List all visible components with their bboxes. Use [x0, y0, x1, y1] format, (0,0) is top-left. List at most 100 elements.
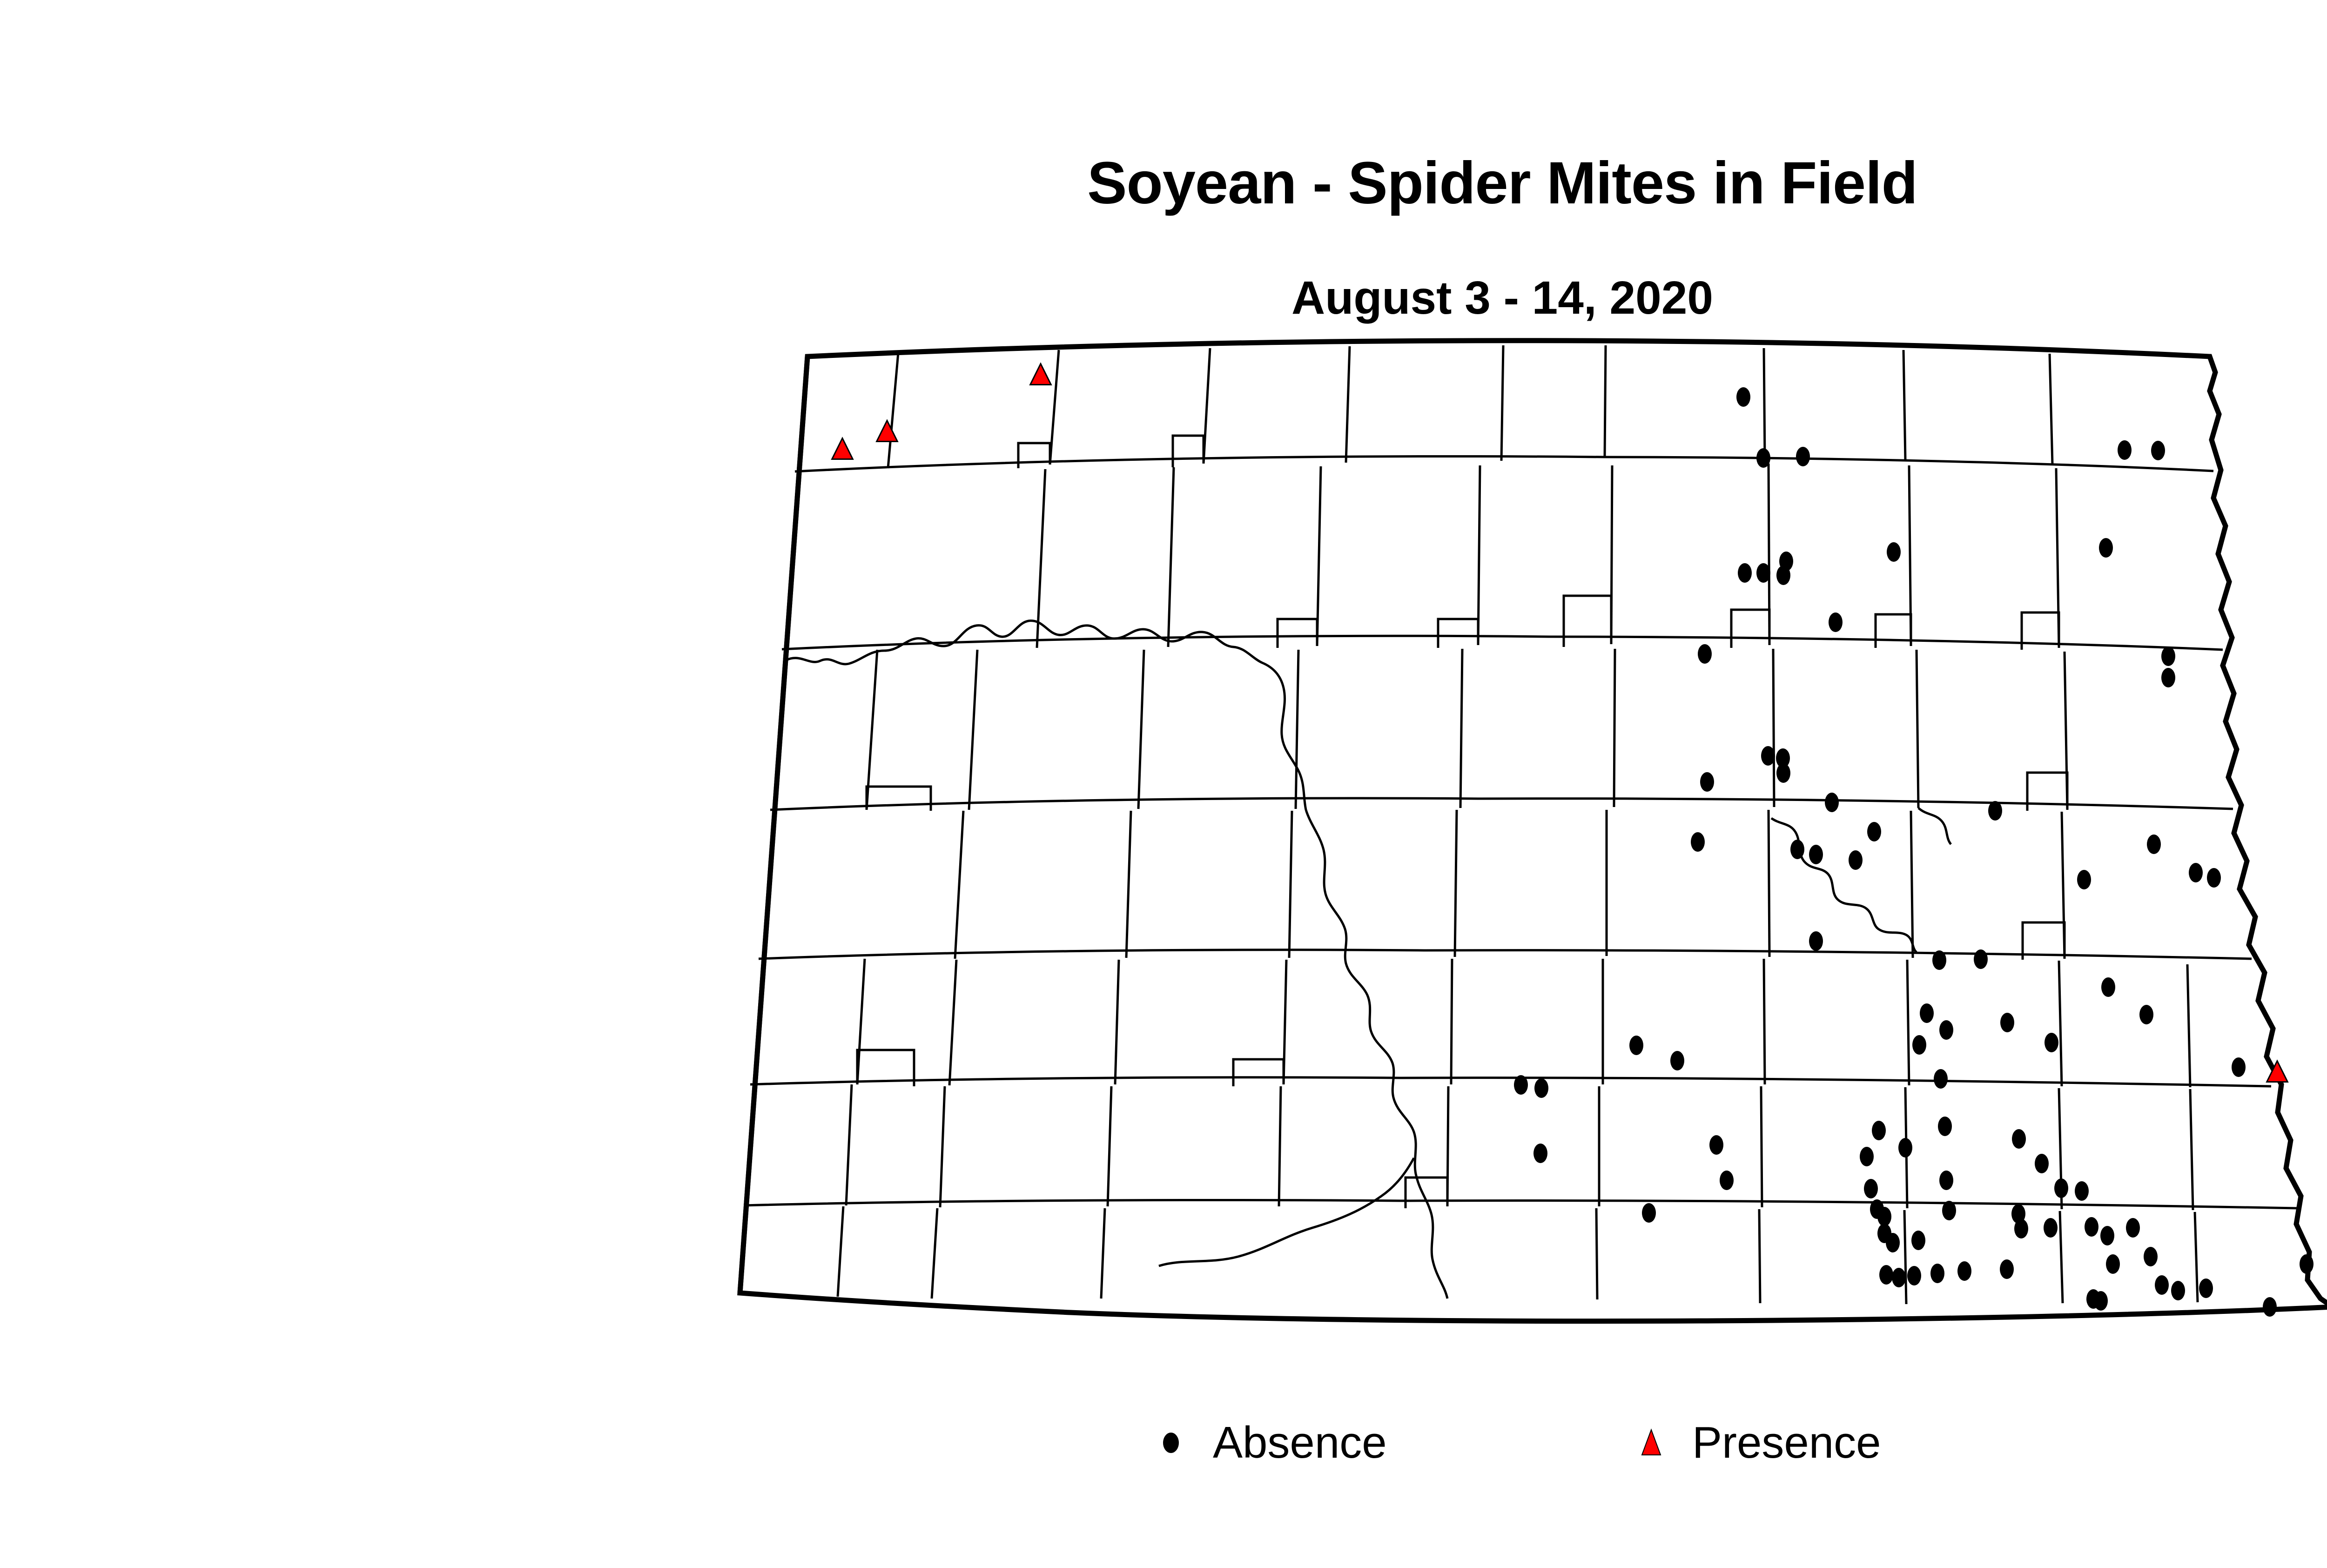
- v-col1-t3: [856, 958, 866, 1085]
- v-col4-t4: [1288, 810, 1293, 958]
- notch-c-4: [1730, 608, 1771, 648]
- absence-marker: [1864, 1179, 1878, 1198]
- v-col5-t1: [1500, 345, 1505, 461]
- absence-marker: [1887, 542, 1901, 562]
- absence-marker: [1825, 793, 1839, 812]
- absence-marker: [2077, 870, 2091, 889]
- legend-label-presence: Presence: [1692, 1418, 1881, 1467]
- absence-marker: [2199, 1279, 2213, 1298]
- legend-entry-absence[interactable]: Absence: [1159, 1410, 1387, 1475]
- absence-marker: [1860, 1147, 1874, 1166]
- v-col4-t1: [1345, 346, 1351, 463]
- missouri-river: [1305, 809, 1449, 1299]
- absence-marker: [1957, 1261, 1971, 1281]
- absence-marker: [1920, 1003, 1934, 1023]
- absence-marker: [2100, 1226, 2114, 1245]
- absence-marker: [1939, 1171, 1953, 1190]
- state-outline: [737, 338, 2327, 1324]
- absence-marker: [1700, 772, 1714, 792]
- absence-marker: [1756, 448, 1770, 468]
- v-col7-t5: [1762, 958, 1766, 1085]
- absence-marker: [2263, 1297, 2277, 1317]
- absence-marker: [2161, 668, 2175, 687]
- absence-marker: [1776, 763, 1790, 783]
- presence-marker: [1029, 362, 1052, 385]
- absence-marker: [1932, 950, 1946, 970]
- absence-marker: [2099, 538, 2113, 558]
- v-col9-t1: [2048, 353, 2054, 465]
- absence-marker: [2106, 1254, 2120, 1274]
- legend-entry-presence[interactable]: Presence: [1638, 1410, 1881, 1475]
- v-col8-t4: [1910, 810, 1914, 958]
- absence-marker: [1912, 1035, 1926, 1055]
- notch-c-5: [1874, 613, 1912, 648]
- tier-line-east-6: [1400, 1199, 2299, 1210]
- data-series-presence: [831, 362, 2289, 1083]
- notch-s-2: [1404, 1176, 1449, 1208]
- lake-oahe-south: [1158, 1157, 1415, 1267]
- absence-marker: [1907, 1266, 1921, 1285]
- v-col3-t4: [1125, 810, 1132, 958]
- tier-line-east-4: [1424, 949, 2252, 960]
- v-col5-t5: [1450, 958, 1453, 1085]
- absence-marker: [1930, 1264, 1944, 1283]
- v-col8-t5: [1906, 959, 1910, 1086]
- absence-marker: [2147, 834, 2161, 854]
- presence-marker: [875, 419, 899, 442]
- v-col5-t3: [1459, 648, 1464, 808]
- v-col9-t7: [2058, 1211, 2064, 1304]
- absence-marker: [1872, 1121, 1886, 1140]
- absence-marker: [1892, 1268, 1906, 1287]
- v-col8-t7: [1903, 1210, 1908, 1305]
- absence-marker: [1879, 1265, 1893, 1285]
- v-col1-t2: [865, 649, 879, 810]
- v-col5-t2: [1477, 465, 1481, 646]
- absence-marker: [2035, 1154, 2049, 1173]
- absence-marker: [1691, 832, 1705, 852]
- v-col3-t2: [1167, 467, 1175, 647]
- v-col6-t7: [1595, 1208, 1599, 1300]
- v-col8-t1: [1902, 350, 1907, 461]
- v-col3-t7: [1100, 1208, 1106, 1299]
- presence-marker: [2266, 1059, 2289, 1083]
- absence-marker: [1911, 1231, 1925, 1250]
- notch-c-1: [1437, 618, 1480, 648]
- absence-marker: [2045, 1033, 2058, 1052]
- absence-marker: [1534, 1078, 1548, 1098]
- page-title: Soyean - Spider Mites in Field: [1087, 150, 1918, 216]
- absence-marker: [1514, 1075, 1528, 1095]
- tier-line-2: [781, 634, 1550, 651]
- triangle-marker-icon: [1638, 1420, 1666, 1466]
- west-border: [737, 356, 810, 1293]
- v-col4-t3: [1294, 649, 1300, 809]
- absence-marker: [2075, 1181, 2089, 1201]
- absence-marker: [2012, 1129, 2026, 1149]
- v-col2-t2: [1036, 469, 1047, 648]
- v-col8-t3: [1915, 649, 1920, 808]
- absence-marker: [1629, 1036, 1643, 1055]
- absence-marker: [1886, 1233, 1900, 1252]
- absence-marker: [2161, 646, 2175, 666]
- notch-sw-1: [865, 785, 932, 811]
- absence-marker: [1698, 644, 1712, 664]
- absence-marker: [2139, 1005, 2153, 1024]
- v-col9-t5: [2058, 960, 2063, 1087]
- absence-marker: [2000, 1259, 2014, 1279]
- v-col2-t5: [948, 959, 958, 1086]
- v-col4-t2: [1316, 466, 1322, 646]
- tier-line-east-3: [1480, 797, 2233, 810]
- absence-marker: [1720, 1171, 1734, 1190]
- absence-marker: [2085, 1217, 2098, 1237]
- notch-c-2: [1276, 618, 1318, 648]
- absence-marker: [1939, 1020, 1953, 1040]
- v-col2-t3: [968, 649, 979, 810]
- notch-e-3: [2021, 921, 2066, 960]
- absence-marker: [1533, 1144, 1547, 1163]
- v-col10-t4: [2186, 964, 2192, 1088]
- absence-marker: [2011, 1204, 2025, 1224]
- absence-marker: [2044, 1218, 2058, 1238]
- v-col1-t5: [836, 1206, 845, 1297]
- absence-marker: [1761, 746, 1775, 766]
- presence-marker: [831, 437, 854, 460]
